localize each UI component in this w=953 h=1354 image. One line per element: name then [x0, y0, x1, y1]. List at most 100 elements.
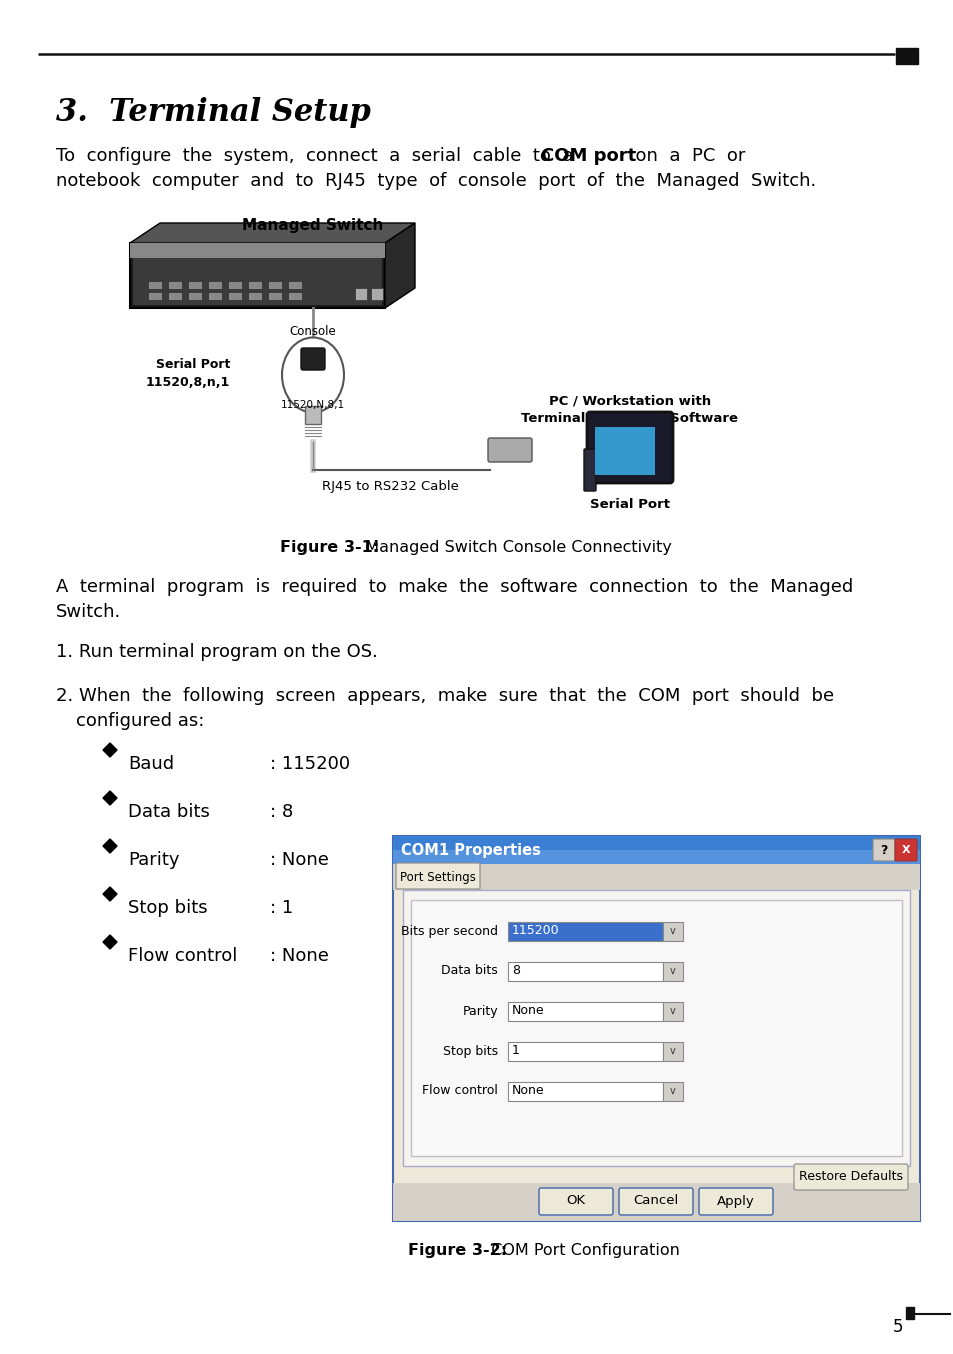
Text: : None: : None	[270, 852, 329, 869]
Text: 3.  Terminal Setup: 3. Terminal Setup	[56, 97, 371, 129]
Bar	[132, 259, 381, 305]
Bar	[288, 292, 302, 301]
Bar	[662, 1082, 682, 1101]
Bar	[268, 292, 282, 301]
Ellipse shape	[282, 337, 344, 413]
FancyBboxPatch shape	[872, 839, 894, 861]
Text: COM Port Configuration: COM Port Configuration	[480, 1243, 679, 1258]
Text: 1. Run terminal program on the OS.: 1. Run terminal program on the OS.	[56, 643, 377, 661]
Bar	[507, 1082, 662, 1101]
Bar	[393, 864, 919, 890]
Text: v: v	[669, 1047, 675, 1056]
Text: X: X	[901, 845, 909, 854]
Text: on  a  PC  or: on a PC or	[623, 148, 744, 165]
Bar	[228, 292, 242, 301]
Bar	[248, 282, 262, 288]
Bar	[228, 282, 242, 288]
Bar	[371, 288, 382, 301]
Text: v: v	[669, 926, 675, 936]
FancyBboxPatch shape	[488, 437, 532, 462]
Bar	[411, 900, 901, 1156]
Text: v: v	[669, 1086, 675, 1095]
Text: Data bits: Data bits	[441, 964, 497, 978]
Text: Console: Console	[290, 325, 336, 338]
Text: Stop bits: Stop bits	[442, 1044, 497, 1057]
Bar	[393, 850, 919, 864]
Text: Figure 3-2:: Figure 3-2:	[408, 1243, 507, 1258]
Text: notebook  computer  and  to  RJ45  type  of  console  port  of  the  Managed  Sw: notebook computer and to RJ45 type of co…	[56, 172, 816, 190]
Bar	[393, 835, 919, 1221]
Bar	[662, 1002, 682, 1021]
Text: Stop bits: Stop bits	[128, 899, 208, 917]
Text: COM1 Properties: COM1 Properties	[400, 842, 540, 857]
Bar	[168, 292, 182, 301]
Bar	[208, 292, 222, 301]
Bar	[268, 282, 282, 288]
Text: Port Settings: Port Settings	[399, 871, 476, 884]
Text: Managed Switch: Managed Switch	[242, 218, 383, 233]
Bar	[895, 47, 917, 64]
Bar	[148, 292, 162, 301]
Bar	[130, 242, 385, 259]
Bar	[188, 282, 202, 288]
Text: : None: : None	[270, 946, 329, 965]
FancyBboxPatch shape	[894, 839, 916, 861]
Bar	[507, 922, 662, 941]
FancyBboxPatch shape	[793, 1164, 907, 1190]
Text: Restore Defaults: Restore Defaults	[799, 1170, 902, 1183]
Bar	[148, 282, 162, 288]
Text: Switch.: Switch.	[56, 603, 121, 621]
Text: Bits per second: Bits per second	[400, 925, 497, 937]
Text: 2. When  the  following  screen  appears,  make  sure  that  the  COM  port  sho: 2. When the following screen appears, ma…	[56, 686, 833, 705]
Polygon shape	[385, 223, 415, 307]
Bar	[288, 282, 302, 288]
Bar	[507, 961, 662, 982]
Bar	[130, 242, 385, 307]
FancyBboxPatch shape	[395, 862, 479, 890]
FancyBboxPatch shape	[583, 450, 596, 492]
Text: : 1: : 1	[270, 899, 293, 917]
FancyBboxPatch shape	[618, 1187, 692, 1215]
Text: Figure 3-1:: Figure 3-1:	[280, 540, 378, 555]
Text: 115200: 115200	[512, 925, 559, 937]
Text: None: None	[512, 1085, 544, 1098]
Text: None: None	[512, 1005, 544, 1017]
Text: COM port: COM port	[540, 148, 636, 165]
FancyBboxPatch shape	[586, 412, 672, 483]
Bar	[402, 890, 909, 1166]
Bar	[208, 282, 222, 288]
Text: To  configure  the  system,  connect  a  serial  cable  to  a: To configure the system, connect a seria…	[56, 148, 584, 165]
Text: Parity: Parity	[462, 1005, 497, 1017]
Bar	[393, 1183, 919, 1221]
Polygon shape	[103, 887, 117, 900]
Text: Flow control: Flow control	[421, 1085, 497, 1098]
Bar	[905, 1307, 913, 1319]
Polygon shape	[103, 791, 117, 806]
Text: ?: ?	[880, 844, 886, 857]
Polygon shape	[130, 223, 415, 242]
Text: Baud: Baud	[128, 756, 174, 773]
Text: Apply: Apply	[717, 1194, 754, 1208]
Text: 11520,N,8,1: 11520,N,8,1	[280, 399, 345, 410]
Text: Serial Port
11520,8,n,1: Serial Port 11520,8,n,1	[146, 357, 230, 389]
Text: Serial Port: Serial Port	[589, 498, 669, 510]
Bar	[188, 292, 202, 301]
Bar	[248, 292, 262, 301]
Text: 1: 1	[512, 1044, 519, 1057]
Text: 5: 5	[892, 1317, 902, 1336]
Text: 8: 8	[512, 964, 519, 978]
Text: v: v	[669, 1006, 675, 1016]
Text: A  terminal  program  is  required  to  make  the  software  connection  to  the: A terminal program is required to make t…	[56, 578, 852, 596]
Text: PC / Workstation with
Terminal Emulation Software: PC / Workstation with Terminal Emulation…	[521, 395, 738, 425]
Text: : 8: : 8	[270, 803, 293, 821]
Polygon shape	[103, 743, 117, 757]
Text: Cancel: Cancel	[633, 1194, 678, 1208]
Bar	[662, 961, 682, 982]
FancyBboxPatch shape	[538, 1187, 613, 1215]
Bar	[507, 1043, 662, 1062]
Bar	[595, 427, 655, 475]
Polygon shape	[103, 839, 117, 853]
Text: : 115200: : 115200	[270, 756, 350, 773]
Polygon shape	[103, 936, 117, 949]
Text: configured as:: configured as:	[76, 712, 204, 730]
